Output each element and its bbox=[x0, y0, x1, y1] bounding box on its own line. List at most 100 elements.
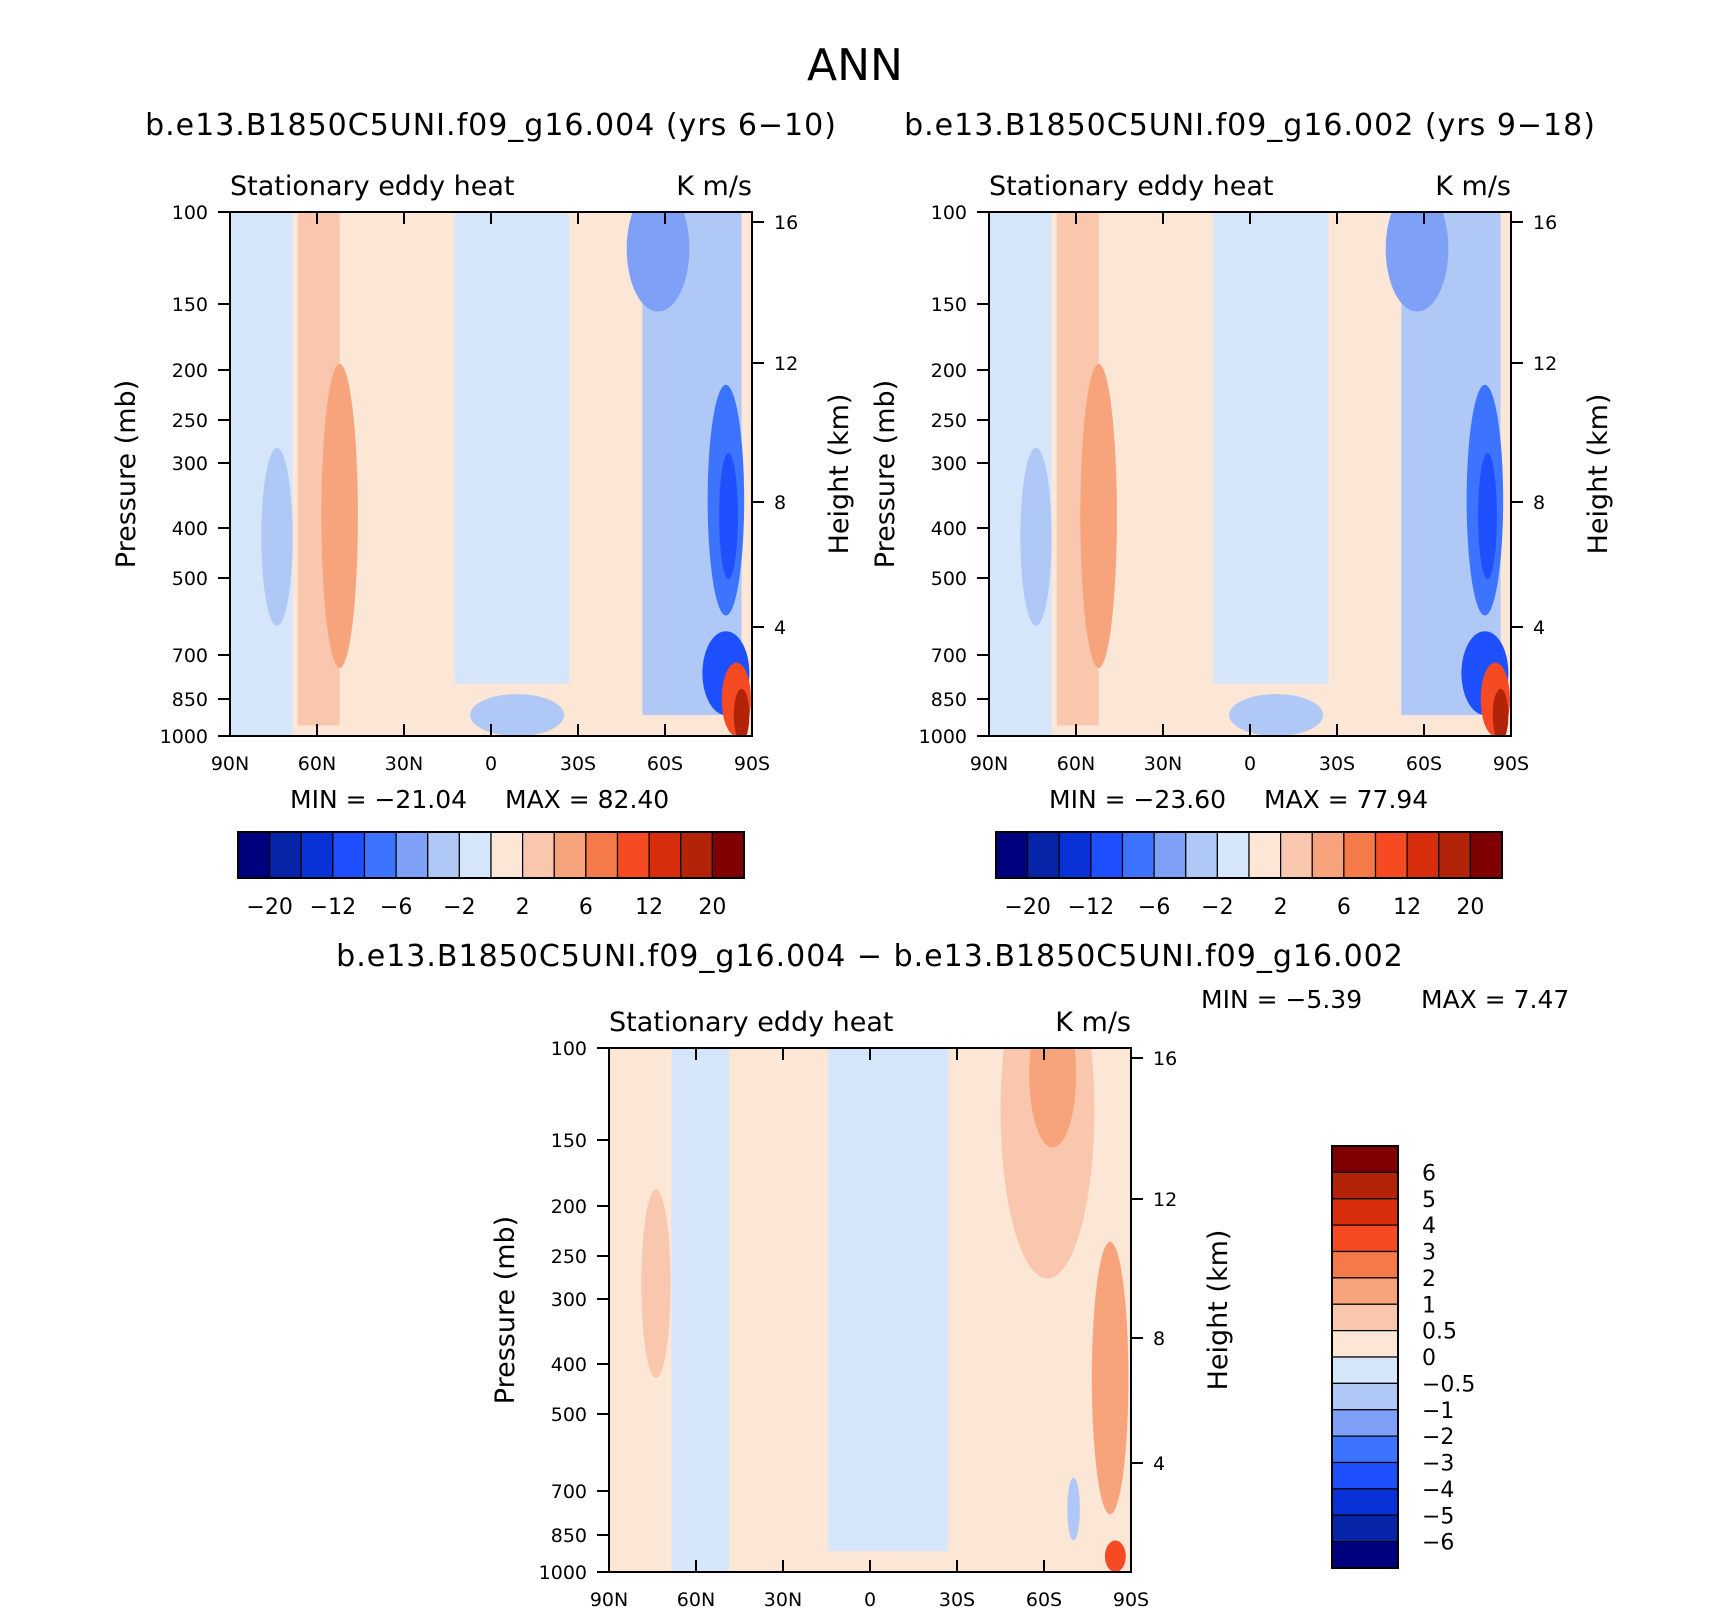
colorbar-label: −6 bbox=[1138, 895, 1170, 920]
y2-tick-label: 8 bbox=[1533, 492, 1545, 514]
y-tick-label: 1000 bbox=[539, 1562, 587, 1584]
contour-fill-np-low bbox=[1020, 447, 1052, 626]
y-tick-label: 500 bbox=[172, 568, 208, 590]
colorbar-swatch bbox=[1469, 831, 1503, 879]
max-label: MAX = 7.47 bbox=[1421, 985, 1569, 1014]
colorbar-swatch bbox=[522, 831, 555, 879]
colorbar-label: −20 bbox=[246, 895, 292, 920]
contour-fill-tropics bbox=[1213, 212, 1329, 684]
colorbar-label: 0 bbox=[1422, 1346, 1436, 1371]
x-tick-label: 60N bbox=[677, 1589, 715, 1611]
colorbar-swatch bbox=[1331, 1224, 1399, 1253]
contour-fill-sp-core bbox=[719, 453, 738, 579]
y2-tick-label: 8 bbox=[1153, 1328, 1165, 1350]
colorbar-swatch bbox=[585, 831, 619, 879]
y-tick-label: 300 bbox=[931, 453, 967, 475]
colorbar-swatch bbox=[1311, 831, 1345, 879]
y2-tick-label: 8 bbox=[774, 492, 786, 514]
x-tick-label: 90N bbox=[970, 753, 1008, 775]
colorbar-swatch bbox=[458, 831, 492, 879]
colorbar-swatch bbox=[1406, 831, 1440, 879]
colorbar-label: −2 bbox=[1201, 895, 1233, 920]
y-tick-label: 500 bbox=[931, 568, 967, 590]
y2-tick-label: 12 bbox=[774, 353, 798, 375]
colorbar-swatch bbox=[1331, 1435, 1399, 1464]
y2-tick-label: 4 bbox=[1533, 617, 1545, 639]
colorbar-label: 0.5 bbox=[1422, 1320, 1457, 1345]
colorbar-swatch bbox=[648, 831, 682, 879]
y-tick-label: 850 bbox=[931, 689, 967, 711]
colorbar-swatch bbox=[1331, 1145, 1399, 1173]
colorbar-swatch bbox=[300, 831, 334, 879]
units-label: K m/s bbox=[676, 171, 752, 202]
colorbar-swatch bbox=[680, 831, 713, 879]
y-tick-label: 250 bbox=[931, 410, 967, 432]
contour-fill-jet-core bbox=[321, 363, 358, 668]
panel-title: b.e13.B1850C5UNI.f09_g16.004 − b.e13.B18… bbox=[336, 939, 1404, 974]
y2-axis-label: Height (km) bbox=[1203, 1230, 1234, 1391]
y-tick-label: 100 bbox=[931, 202, 967, 224]
panel-title: b.e13.B1850C5UNI.f09_g16.004 (yrs 6−10) bbox=[145, 108, 837, 143]
colorbar-swatch bbox=[1331, 1277, 1399, 1305]
colorbar-swatch bbox=[332, 831, 366, 879]
contour-fill-60n bbox=[671, 1048, 730, 1572]
main-title: ANN bbox=[807, 40, 903, 91]
panel-title: b.e13.B1850C5UNI.f09_g16.002 (yrs 9−18) bbox=[904, 108, 1596, 143]
x-tick-label: 90N bbox=[211, 753, 249, 775]
y-tick-label: 200 bbox=[931, 360, 967, 382]
contour-field bbox=[609, 1048, 1131, 1572]
colorbar-label: −12 bbox=[310, 895, 356, 920]
colorbar-label: 12 bbox=[1393, 895, 1421, 920]
y-tick-label: 700 bbox=[172, 645, 208, 667]
y-tick-label: 300 bbox=[551, 1289, 587, 1311]
colorbar-swatch bbox=[1331, 1303, 1399, 1332]
y-tick-label: 400 bbox=[931, 518, 967, 540]
colorbar-label: 4 bbox=[1422, 1214, 1436, 1239]
y-tick-label: 150 bbox=[551, 1130, 587, 1152]
colorbar-label: −12 bbox=[1068, 895, 1114, 920]
units-label: K m/s bbox=[1435, 171, 1511, 202]
contour-fill-70n bbox=[641, 1189, 671, 1379]
colorbar-swatch bbox=[1331, 1382, 1399, 1411]
panel-difference: b.e13.B1850C5UNI.f09_g16.004 − b.e13.B18… bbox=[336, 939, 1569, 1611]
contour-fill-sp-upper bbox=[626, 212, 690, 312]
x-tick-label: 0 bbox=[864, 1589, 876, 1611]
colorbar-swatch bbox=[237, 831, 271, 879]
contour-fill-sp-upper bbox=[1385, 212, 1449, 312]
colorbar-label: 20 bbox=[698, 895, 726, 920]
x-tick-label: 60N bbox=[1057, 753, 1095, 775]
colorbar-swatch bbox=[995, 831, 1029, 879]
colorbar-label: −3 bbox=[1422, 1452, 1454, 1477]
y2-axis-label: Height (km) bbox=[824, 394, 855, 555]
panel-case-002: b.e13.B1850C5UNI.f09_g16.002 (yrs 9−18) S… bbox=[870, 108, 1614, 814]
contour-field bbox=[989, 212, 1511, 736]
colorbar-frame bbox=[237, 831, 745, 879]
y2-tick-label: 12 bbox=[1533, 353, 1557, 375]
contour-fill-sp-top bbox=[1029, 1048, 1077, 1148]
min-label: MIN = −23.60 bbox=[1049, 785, 1226, 814]
y-tick-label: 200 bbox=[172, 360, 208, 382]
variable-label: Stationary eddy heat bbox=[230, 171, 515, 202]
contour-fill-tropics bbox=[454, 212, 570, 684]
colorbar-label: −6 bbox=[1422, 1531, 1454, 1556]
colorbar-swatch bbox=[1153, 831, 1187, 879]
contour-fill-eq-surface bbox=[1229, 694, 1324, 736]
contour-field bbox=[230, 212, 752, 736]
colorbar-label: 6 bbox=[579, 895, 593, 920]
colorbar-swatch bbox=[1331, 1171, 1399, 1200]
contour-fill-sp-mid bbox=[1091, 1241, 1129, 1515]
colorbar-swatch bbox=[363, 831, 397, 879]
colorbar-label: −0.5 bbox=[1422, 1372, 1475, 1397]
colorbar-label: 2 bbox=[1422, 1267, 1436, 1292]
x-tick-label: 90S bbox=[734, 753, 770, 775]
y2-tick-label: 4 bbox=[774, 617, 786, 639]
colorbar-swatch bbox=[1331, 1488, 1399, 1516]
y-tick-label: 100 bbox=[172, 202, 208, 224]
x-tick-label: 90N bbox=[590, 1589, 628, 1611]
y-axis-label: Pressure (mb) bbox=[870, 380, 901, 568]
x-tick-label: 60S bbox=[1406, 753, 1442, 775]
contour-fill-tropics bbox=[828, 1048, 949, 1552]
x-tick-label: 30S bbox=[560, 753, 596, 775]
y-tick-label: 250 bbox=[172, 410, 208, 432]
